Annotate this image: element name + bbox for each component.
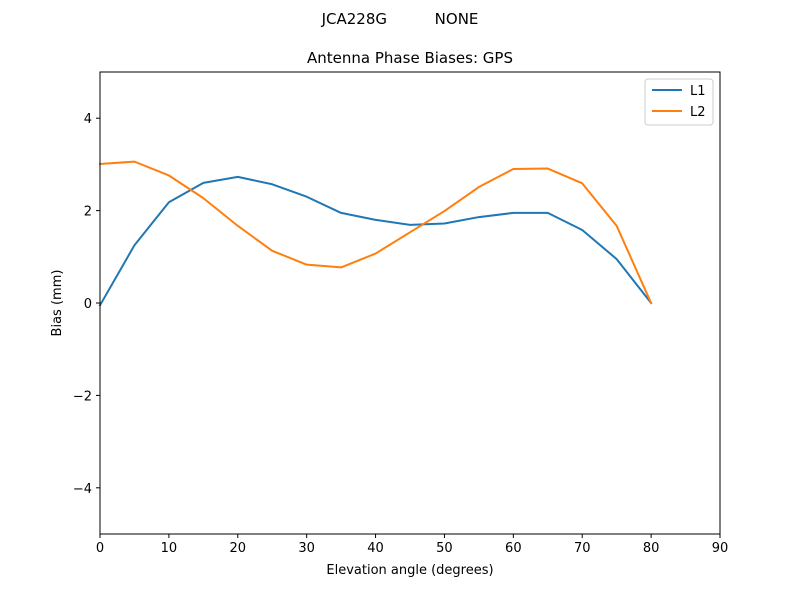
x-tick-label: 20: [230, 541, 247, 556]
x-tick-label: 10: [161, 541, 178, 556]
y-axis: −4 −2 0 2 4: [73, 112, 100, 497]
x-tick-label: 30: [298, 541, 315, 556]
y-tick-label: 0: [84, 297, 92, 312]
series-line-l2: [98, 160, 653, 305]
y-tick-label: −4: [73, 482, 92, 497]
x-axis-title: Elevation angle (degrees): [326, 563, 493, 578]
legend-label-l2: L2: [690, 105, 706, 120]
x-tick-label: 80: [643, 541, 660, 556]
y-axis-title: Bias (mm): [50, 270, 65, 337]
chart-title: Antenna Phase Biases: GPS: [307, 49, 513, 67]
y-tick-label: 4: [84, 112, 92, 127]
x-tick-label: 0: [96, 541, 104, 556]
y-tick-label: 2: [84, 205, 92, 220]
legend: L1 L2: [644, 78, 714, 126]
x-tick-label: 60: [505, 541, 522, 556]
series-layer: [98, 160, 653, 307]
figure-suptitle: JCA228G NONE: [321, 10, 479, 28]
legend-label-l1: L1: [690, 84, 706, 99]
series-line-l1: [98, 175, 653, 307]
x-axis: 0 10 20 30 40 50 60 70 80 90: [96, 534, 728, 556]
x-tick-label: 40: [367, 541, 384, 556]
x-tick-label: 50: [436, 541, 453, 556]
y-tick-label: −2: [73, 389, 92, 404]
x-tick-label: 90: [712, 541, 729, 556]
x-tick-label: 70: [574, 541, 591, 556]
